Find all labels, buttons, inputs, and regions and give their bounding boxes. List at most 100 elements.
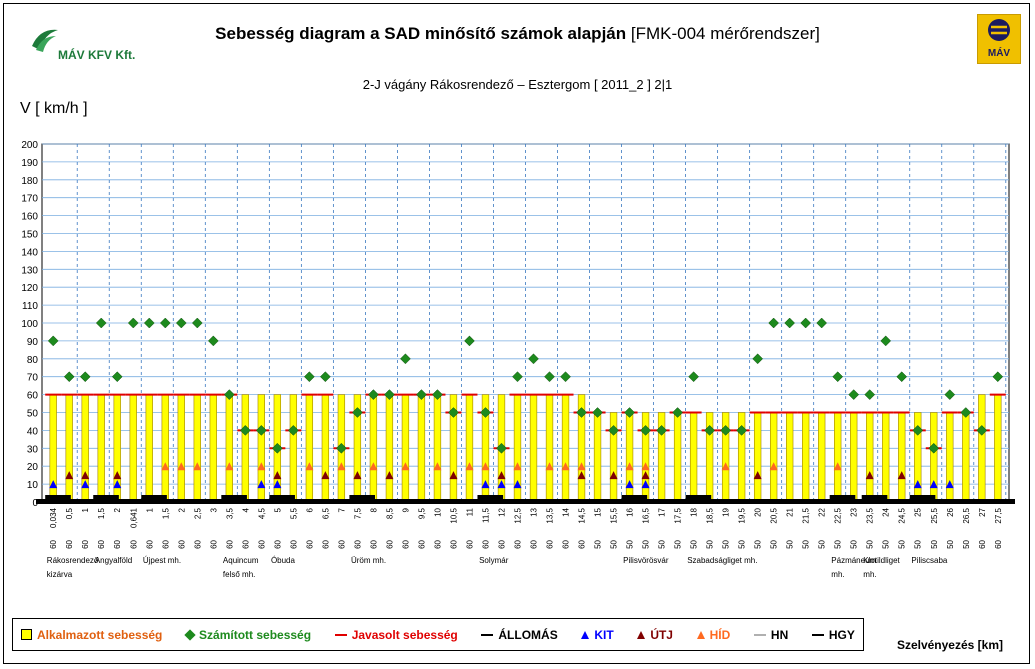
legend-blue-triangle-icon: [581, 630, 590, 639]
bottom-value-label: 60: [369, 539, 378, 548]
x-tick-label: 0,034: [49, 507, 58, 528]
marker-szamitott: [608, 425, 619, 436]
x-tick-label: 1: [81, 507, 90, 512]
marker-szamitott: [624, 407, 635, 418]
bar-alkalmazott: [241, 394, 249, 503]
legend-label-kit: KIT: [594, 627, 614, 642]
x-tick-label: 18,5: [706, 507, 715, 523]
marker-szamitott: [960, 407, 972, 418]
marker-szamitott: [416, 389, 427, 400]
x-tick-label: 24: [882, 507, 891, 516]
marker-szamitott: [576, 407, 587, 418]
x-tick-label: 1,5: [97, 507, 106, 519]
marker-szamitott: [223, 389, 235, 400]
marker-szamitott: [560, 371, 571, 383]
marker-szamitott: [800, 317, 812, 329]
marker-szamitott: [127, 317, 139, 329]
bottom-value-label: 50: [690, 539, 699, 548]
x-tick-label: 6: [305, 507, 314, 512]
band-allomas: [909, 495, 936, 500]
marker-hid: [401, 462, 410, 471]
x-tick-label: 5: [273, 507, 282, 512]
bar-alkalmazott: [978, 394, 986, 503]
x-tick-label: 15,5: [610, 507, 619, 523]
x-tick-label: 8,5: [385, 507, 394, 519]
station-label: Óbuda: [271, 556, 296, 565]
bar-alkalmazott: [65, 394, 73, 503]
marker-szamitott: [111, 371, 123, 383]
marker-szamitott: [271, 442, 283, 454]
bottom-value-label: 50: [866, 539, 875, 548]
bar-alkalmazott: [673, 412, 682, 503]
bar-alkalmazott: [689, 412, 698, 503]
bar-alkalmazott: [561, 394, 570, 503]
y-tick-label: 170: [21, 194, 38, 205]
marker-szamitott: [352, 407, 363, 418]
marker-utj: [113, 471, 122, 480]
bottom-value-label: 60: [417, 539, 426, 548]
band-allomas: [269, 495, 295, 500]
x-tick-label: 25,5: [930, 507, 939, 523]
bar-alkalmazott: [818, 412, 826, 503]
marker-kit: [257, 480, 266, 489]
marker-kit: [641, 480, 650, 489]
y-tick-label: 100: [21, 319, 38, 330]
marker-utj: [449, 471, 458, 480]
legend-item-hn: HN: [753, 628, 788, 642]
x-tick-label: 2: [177, 507, 186, 512]
bottom-value-label: 60: [193, 539, 202, 548]
x-tick-label: 21: [786, 507, 795, 516]
bar-alkalmazott: [193, 394, 201, 503]
x-tick-label: 17: [658, 507, 667, 516]
bottom-value-label: 60: [546, 539, 555, 548]
legend-label-javasolt: Javasolt sebesség: [351, 627, 458, 642]
x-tick-label: 3,5: [225, 507, 234, 519]
bar-alkalmazott: [465, 394, 474, 503]
bottom-value-label: 60: [978, 539, 987, 548]
legend-label-hid: HÍD: [709, 627, 731, 642]
bottom-value-label: 50: [722, 539, 731, 548]
marker-utj: [497, 471, 506, 480]
marker-szamitott: [720, 425, 731, 436]
bottom-value-label: 60: [225, 539, 234, 548]
marker-szamitott: [288, 425, 299, 436]
band-allomas: [221, 495, 247, 500]
station-label: Klotildliget: [863, 556, 900, 565]
band-allomas: [93, 495, 119, 500]
band-allomas: [45, 495, 71, 500]
bar-alkalmazott: [433, 394, 442, 503]
marker-utj: [897, 471, 906, 480]
logo-left-text: MÁV KFV Kft.: [58, 48, 136, 62]
marker-szamitott: [736, 425, 747, 436]
x-tick-label: 11,5: [481, 507, 490, 523]
y-tick-label: 110: [22, 301, 38, 312]
marker-hid: [577, 462, 586, 471]
band-hgy: [36, 499, 1015, 504]
bottom-value-label: 50: [610, 539, 619, 548]
x-tick-label: 4: [241, 507, 250, 512]
bottom-value-label: 60: [530, 539, 539, 548]
bar-alkalmazott: [850, 412, 858, 503]
x-tick-label: 23,5: [866, 507, 875, 523]
bottom-value-label: 50: [882, 539, 891, 548]
x-tick-label: 21,5: [802, 507, 811, 523]
x-tick-label: 5,5: [289, 507, 298, 519]
marker-szamitott: [784, 317, 796, 329]
legend-item-kit: KIT: [581, 627, 614, 642]
marker-kit: [81, 480, 90, 489]
bottom-value-label: 60: [177, 539, 186, 548]
x-tick-label: 18: [690, 507, 699, 516]
bar-alkalmazott: [882, 412, 890, 503]
marker-szamitott: [368, 389, 379, 400]
bottom-value-label: 60: [449, 539, 458, 548]
x-tick-label: 20,5: [770, 507, 779, 523]
x-tick-label: 17,5: [674, 507, 683, 523]
station-label: mh.: [831, 570, 844, 579]
bottom-value-label: 60: [353, 539, 362, 548]
marker-szamitott: [592, 407, 603, 418]
x-tick-label: 13: [530, 507, 539, 516]
legend-black-line-icon: [811, 633, 824, 636]
bar-alkalmazott: [802, 412, 810, 503]
x-axis-label: Szelvényezés [km]: [896, 638, 1003, 652]
marker-kit: [497, 480, 506, 489]
